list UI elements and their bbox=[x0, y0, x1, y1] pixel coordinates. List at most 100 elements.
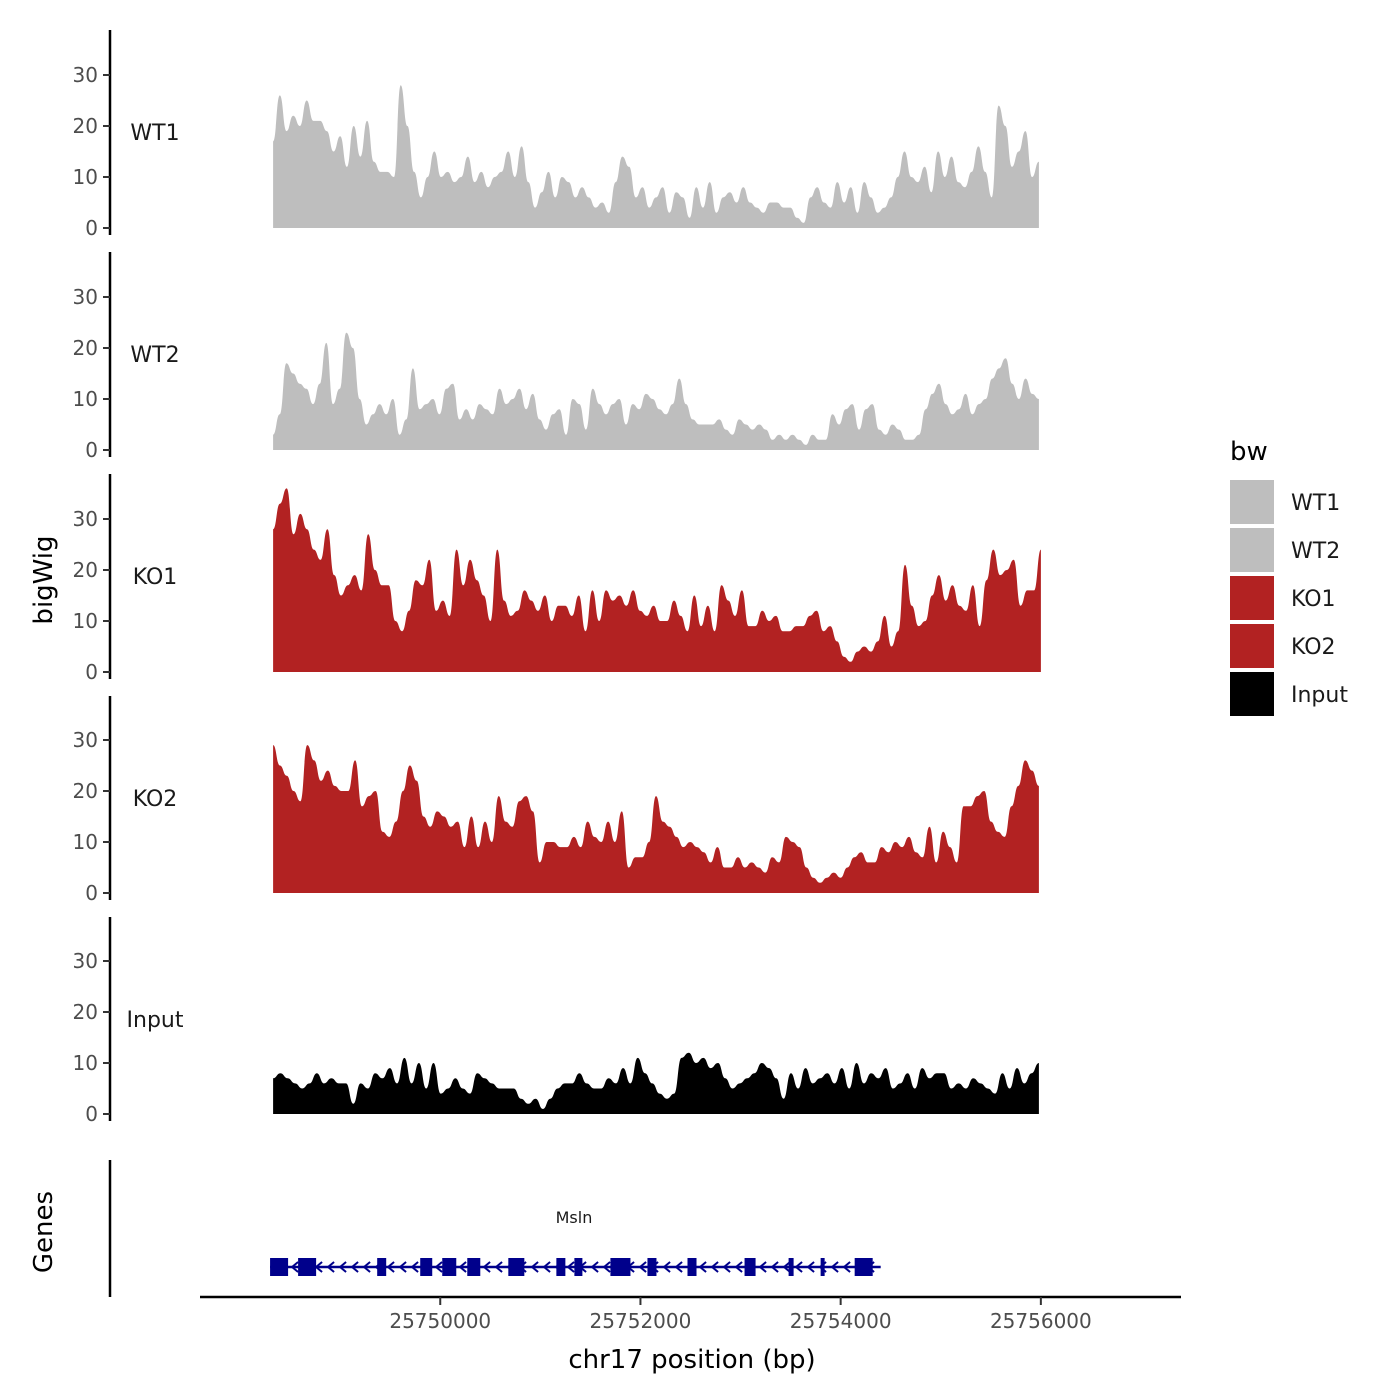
strand-arrow bbox=[698, 1261, 707, 1273]
y-tick-label: 30 bbox=[73, 949, 98, 973]
legend-key-wt2 bbox=[1230, 528, 1274, 572]
x-tick-label: 25750000 bbox=[389, 1309, 491, 1333]
gene-exon bbox=[610, 1258, 631, 1276]
gene-exon bbox=[420, 1258, 433, 1276]
strand-arrow bbox=[806, 1261, 815, 1273]
track-panel-ko2: 0 10 20 30 KO2 bbox=[73, 696, 1039, 905]
gene-exon bbox=[508, 1258, 525, 1276]
x-tick-label: 25754000 bbox=[790, 1309, 892, 1333]
y-tick-label: 10 bbox=[73, 387, 98, 411]
y-axis-title: bigWig bbox=[29, 535, 59, 624]
y-tick-label: 0 bbox=[85, 1102, 98, 1126]
gene-exon bbox=[647, 1258, 657, 1276]
legend-label-input: Input bbox=[1291, 683, 1348, 708]
gene-track: Msln bbox=[108, 1160, 881, 1297]
gene-exon bbox=[467, 1258, 481, 1276]
track-panel-input: 0 10 20 30 Input bbox=[73, 917, 1039, 1126]
track-label-ko1: KO1 bbox=[133, 565, 178, 590]
strand-arrow bbox=[674, 1261, 683, 1273]
area-wt2 bbox=[273, 332, 1039, 450]
legend: bw WT1 WT2 KO1 KO2 Input bbox=[1230, 437, 1348, 716]
y-tick-label: 0 bbox=[85, 660, 98, 684]
x-axis-title: chr17 position (bp) bbox=[568, 1345, 815, 1375]
x-tick-label: 25752000 bbox=[590, 1309, 692, 1333]
strand-arrow bbox=[734, 1261, 743, 1273]
strand-arrow bbox=[410, 1261, 419, 1273]
track-label-ko2: KO2 bbox=[133, 787, 178, 812]
y-tick-label: 20 bbox=[73, 1000, 98, 1024]
gene-exon bbox=[574, 1258, 583, 1276]
x-axis: 25750000 25752000 25754000 25756000 bbox=[200, 1295, 1181, 1333]
y-tick-label: 10 bbox=[73, 1051, 98, 1075]
gene-exon bbox=[377, 1258, 387, 1276]
y-tick-label: 0 bbox=[85, 438, 98, 462]
y-tick-label: 20 bbox=[73, 336, 98, 360]
x-tick-label: 25756000 bbox=[990, 1309, 1092, 1333]
area-ko1 bbox=[273, 488, 1041, 672]
strand-arrow bbox=[434, 1261, 443, 1273]
legend-label-wt1: WT1 bbox=[1291, 491, 1340, 516]
strand-arrow bbox=[482, 1261, 491, 1273]
y-tick-label: 10 bbox=[73, 830, 98, 854]
y-tick-label: 30 bbox=[73, 285, 98, 309]
gene-exon bbox=[556, 1258, 566, 1276]
strand-arrow bbox=[458, 1261, 467, 1273]
strand-arrow bbox=[326, 1261, 335, 1273]
legend-label-ko2: KO2 bbox=[1291, 635, 1336, 660]
strand-arrow bbox=[338, 1261, 347, 1273]
track-label-wt2: WT2 bbox=[130, 343, 179, 368]
y-tick-label: 10 bbox=[73, 165, 98, 189]
y-tick-label: 0 bbox=[85, 881, 98, 905]
strand-arrow bbox=[350, 1261, 359, 1273]
strand-arrow bbox=[794, 1261, 803, 1273]
strand-arrow bbox=[830, 1261, 839, 1273]
track-panel-ko1: 0 10 20 30 KO1 bbox=[73, 474, 1041, 684]
strand-arrow bbox=[710, 1261, 719, 1273]
gene-exon bbox=[442, 1258, 457, 1276]
strand-arrow bbox=[842, 1261, 851, 1273]
strand-arrow bbox=[362, 1261, 371, 1273]
gene-exon bbox=[687, 1258, 697, 1276]
strand-arrow bbox=[494, 1261, 503, 1273]
strand-arrow bbox=[386, 1261, 395, 1273]
strand-arrow bbox=[542, 1261, 551, 1273]
strand-arrow bbox=[290, 1261, 299, 1273]
strand-arrow bbox=[590, 1261, 599, 1273]
gene-exon bbox=[270, 1258, 289, 1276]
track-panel-wt2: 0 10 20 30 WT2 bbox=[73, 252, 1039, 462]
strand-arrow bbox=[782, 1261, 791, 1273]
gene-exon bbox=[744, 1258, 756, 1276]
track-panel-wt1: 0 10 20 30 WT1 bbox=[73, 30, 1039, 240]
y-tick-label: 30 bbox=[73, 728, 98, 752]
legend-label-wt2: WT2 bbox=[1291, 539, 1340, 564]
y-tick-label: 30 bbox=[73, 507, 98, 531]
y-tick-label: 30 bbox=[73, 63, 98, 87]
strand-arrow bbox=[566, 1261, 575, 1273]
legend-key-ko1 bbox=[1230, 576, 1274, 620]
genes-axis-title: Genes bbox=[29, 1191, 59, 1273]
legend-label-ko1: KO1 bbox=[1291, 587, 1336, 612]
area-wt1 bbox=[273, 85, 1039, 228]
y-tick-label: 10 bbox=[73, 609, 98, 633]
strand-arrow bbox=[638, 1261, 647, 1273]
gene-exon bbox=[298, 1258, 317, 1276]
track-label-input: Input bbox=[127, 1008, 184, 1033]
strand-arrow bbox=[530, 1261, 539, 1273]
legend-key-input bbox=[1230, 672, 1274, 716]
gene-exon bbox=[820, 1258, 825, 1276]
y-tick-label: 0 bbox=[85, 216, 98, 240]
legend-key-ko2 bbox=[1230, 624, 1274, 668]
strand-arrow bbox=[770, 1261, 779, 1273]
area-ko2 bbox=[273, 745, 1039, 893]
strand-arrow bbox=[602, 1261, 611, 1273]
y-tick-label: 20 bbox=[73, 114, 98, 138]
area-input bbox=[273, 1052, 1039, 1114]
y-tick-label: 20 bbox=[73, 558, 98, 582]
legend-title: bw bbox=[1230, 437, 1268, 467]
strand-arrow bbox=[722, 1261, 731, 1273]
strand-arrow bbox=[398, 1261, 407, 1273]
bigwig-tracks: 0 10 20 30 WT1 0 10 20 30 WT2 0 10 20 30 KO1 0 10 20 30 KO2… bbox=[73, 30, 1041, 1126]
legend-key-wt1 bbox=[1230, 480, 1274, 524]
track-label-wt1: WT1 bbox=[130, 121, 179, 146]
